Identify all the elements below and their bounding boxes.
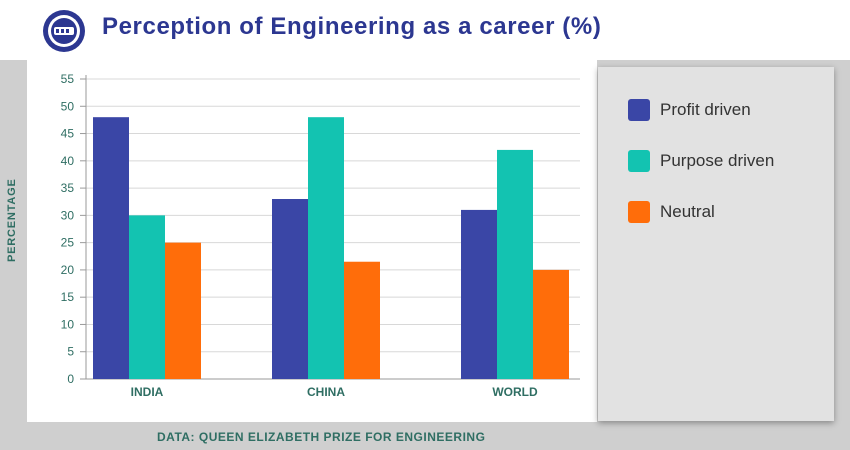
y-tick-label-35: 35 [61,181,75,195]
x-tick-label-china: CHINA [307,385,345,399]
bar-india-profit [93,117,129,379]
bar-india-neutral [165,242,201,379]
legend-swatch-neutral [628,201,650,223]
bar-india-purpose [129,215,165,379]
legend-label-neutral: Neutral [660,202,715,221]
bar-china-purpose [308,117,344,379]
y-tick-label-40: 40 [61,154,75,168]
y-tick-label-45: 45 [61,127,75,141]
x-tick-label-world: WORLD [492,385,538,399]
source-note: DATA: QUEEN ELIZABETH PRIZE FOR ENGINEER… [157,430,486,444]
y-tick-label-20: 20 [61,263,75,277]
bar-world-profit [461,209,497,379]
legend-item-neutral: Neutral [628,200,715,224]
y-tick-label-25: 25 [61,236,75,250]
legend-swatch-profit [628,99,650,121]
bar-world-neutral [533,269,569,379]
legend: Profit driven Purpose driven Neutral [598,67,834,421]
legend-item-purpose: Purpose driven [628,149,774,173]
chart-title: Perception of Engineering as a career (%… [102,13,602,40]
y-tick-label-0: 0 [67,372,74,386]
y-tick-label-5: 5 [67,345,74,359]
y-tick-label-55: 55 [61,72,75,86]
legend-swatch-purpose [628,150,650,172]
legend-label-profit: Profit driven [660,100,751,119]
y-tick-label-10: 10 [61,317,75,331]
x-tick-label-india: INDIA [131,385,164,399]
y-tick-label-30: 30 [61,208,75,222]
legend-item-profit: Profit driven [628,98,751,122]
bar-china-neutral [344,261,380,379]
y-tick-label-50: 50 [61,99,75,113]
legend-label-purpose: Purpose driven [660,151,775,170]
bar-world-purpose [497,149,533,379]
logo-emblem [43,10,85,52]
y-tick-label-15: 15 [61,290,75,304]
bar-china-profit [272,199,308,379]
